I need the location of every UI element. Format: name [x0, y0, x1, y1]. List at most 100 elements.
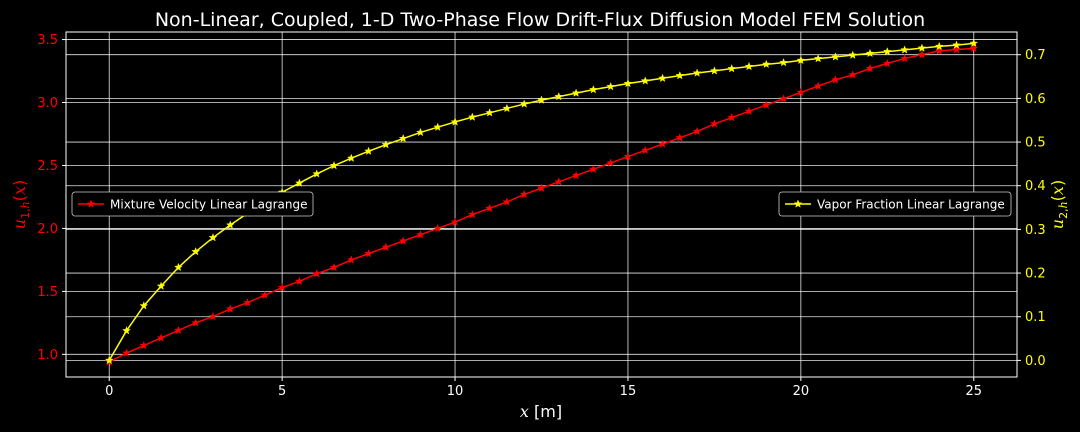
data-point [295, 178, 304, 187]
data-point [122, 348, 131, 357]
data-point [865, 63, 875, 73]
data-point [848, 70, 858, 79]
data-point [692, 126, 702, 136]
data-point [813, 81, 823, 90]
data-point [831, 52, 840, 61]
legend-label: Vapor Fraction Linear Lagrange [817, 198, 1005, 212]
data-point [174, 325, 183, 335]
data-point [467, 112, 477, 121]
data-point [502, 103, 512, 113]
data-point [364, 146, 373, 155]
data-point [813, 54, 823, 63]
data-point [208, 311, 218, 321]
data-point [191, 318, 201, 327]
data-point [191, 247, 201, 256]
legend-box [71, 191, 314, 217]
data-point [485, 203, 494, 212]
data-point [571, 170, 581, 180]
data-point [346, 153, 356, 162]
left-y-tick-label: 1.5 [37, 285, 58, 300]
data-point [519, 189, 529, 199]
left-y-axis-label: u1,h(x) [10, 180, 32, 229]
data-point [640, 145, 650, 155]
data-point [744, 61, 754, 71]
data-point [554, 92, 564, 101]
x-tick-label: 15 [620, 384, 637, 399]
data-point [761, 100, 771, 109]
legend-vapor-fraction: Vapor Fraction Linear Lagrange [778, 191, 1012, 217]
left-y-tick-label: 1.0 [37, 348, 58, 363]
data-point [139, 301, 149, 310]
data-point [312, 169, 322, 178]
x-tick-label: 25 [965, 384, 982, 399]
series-mixture-velocity [104, 43, 979, 366]
data-point [658, 139, 667, 148]
x-tick-label: 5 [278, 384, 286, 399]
data-point [727, 64, 737, 73]
data-point [225, 220, 235, 229]
right-y-tick-label: 0.7 [1025, 48, 1046, 63]
data-point [606, 82, 616, 91]
data-point [865, 48, 875, 58]
data-point [416, 230, 425, 239]
right-y-tick-label: 0.0 [1025, 354, 1046, 369]
x-tick-label: 10 [447, 384, 464, 399]
data-point [917, 43, 927, 52]
data-point [606, 158, 616, 167]
data-point [692, 68, 702, 77]
right-y-tick-label: 0.4 [1025, 179, 1046, 194]
data-point [658, 73, 667, 82]
data-point [882, 47, 892, 56]
data-point [295, 276, 304, 285]
data-point [485, 108, 494, 117]
data-point [589, 85, 598, 94]
data-point [208, 233, 218, 242]
data-point [174, 262, 183, 272]
data-point [969, 43, 979, 53]
data-point [104, 355, 114, 365]
ticks: 0 5 10 15 20 25 1.0 1.5 2.0 2.5 3.0 3.5 0.0 0.1 0.2 0.3… [37, 33, 1045, 399]
data-point [952, 45, 961, 54]
data-point [934, 46, 944, 55]
left-y-tick-label: 2.5 [37, 159, 58, 174]
data-point [882, 58, 892, 68]
data-point [796, 55, 806, 65]
data-point [571, 88, 581, 97]
data-point [727, 113, 737, 122]
left-y-tick-label: 3.5 [37, 33, 58, 48]
data-point [381, 140, 391, 149]
plot-frame [65, 31, 1018, 378]
data-point [277, 283, 287, 292]
data-point [139, 340, 149, 350]
legend-mixture-velocity: Mixture Velocity Linear Lagrange [71, 191, 314, 217]
data-point [156, 333, 166, 342]
data-point [243, 298, 252, 307]
data-point [761, 59, 771, 69]
data-point [710, 66, 719, 75]
data-point [900, 53, 909, 63]
data-point [675, 133, 685, 142]
data-point [623, 78, 633, 88]
data-point [398, 133, 408, 143]
data-point [502, 197, 512, 206]
x-tick-label: 0 [105, 384, 113, 399]
left-y-tick-label: 2.0 [37, 222, 58, 237]
data-point [934, 41, 944, 51]
data-point [640, 76, 650, 85]
data-point [156, 281, 166, 290]
legend-label: Mixture Velocity Linear Lagrange [110, 198, 308, 212]
data-point [589, 164, 598, 173]
right-y-tick-label: 0.5 [1025, 136, 1046, 151]
data-point [381, 242, 391, 252]
data-point [969, 38, 979, 48]
data-point [917, 50, 927, 59]
data-point [329, 262, 339, 272]
chart-title: Non-Linear, Coupled, 1-D Two-Phase Flow … [155, 9, 925, 31]
data-point [260, 290, 270, 299]
data-point [796, 87, 806, 97]
data-point [467, 210, 477, 219]
data-point [675, 71, 685, 80]
data-point [779, 94, 788, 103]
data-point [848, 50, 858, 59]
